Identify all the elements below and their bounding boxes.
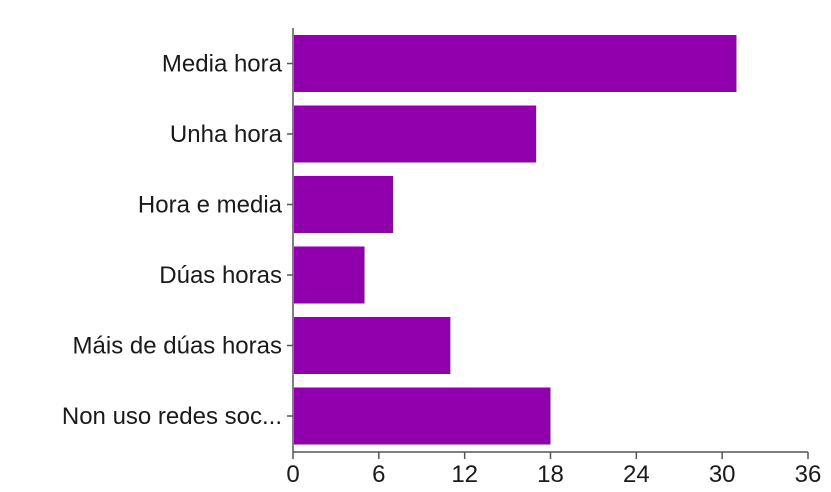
category-label: Media hora [162, 51, 283, 78]
category-label: Máis de dúas horas [73, 333, 282, 360]
axis-layer [287, 28, 809, 459]
labels-layer: Media hora Unha hora Hora e media Dúas hora… [62, 51, 822, 489]
x-tick-label: 24 [623, 461, 650, 487]
x-tick-label: 36 [795, 461, 822, 487]
category-label: Non uso redes soc... [62, 403, 282, 430]
bar-1 [294, 105, 537, 163]
x-tick-label: 6 [372, 461, 385, 487]
x-tick-label: 0 [286, 461, 299, 487]
x-tick-label: 12 [451, 461, 478, 487]
x-tick-label: 18 [537, 461, 564, 487]
bars-layer [294, 35, 737, 445]
x-tick-label: 30 [709, 461, 736, 487]
category-label: Dúas horas [159, 262, 282, 289]
bar-3 [294, 246, 365, 304]
category-label: Unha hora [170, 121, 283, 148]
bar-5 [294, 387, 551, 445]
bar-4 [294, 317, 451, 374]
bar-2 [294, 176, 394, 233]
category-label: Hora e media [138, 192, 283, 219]
bar-0 [294, 35, 737, 92]
